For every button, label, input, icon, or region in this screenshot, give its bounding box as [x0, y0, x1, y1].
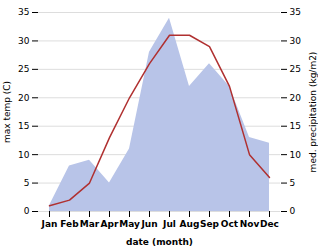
svg-text:35: 35: [290, 7, 301, 17]
svg-text:30: 30: [18, 36, 30, 46]
svg-text:35: 35: [18, 7, 29, 17]
svg-text:Apr: Apr: [101, 219, 119, 229]
svg-text:30: 30: [290, 36, 302, 46]
svg-text:May: May: [119, 219, 140, 229]
svg-text:20: 20: [18, 93, 30, 103]
svg-text:Sep: Sep: [200, 219, 220, 229]
svg-text:25: 25: [290, 64, 301, 74]
svg-text:med. precipitation (kg/m2): med. precipitation (kg/m2): [308, 52, 318, 173]
svg-text:Feb: Feb: [60, 219, 79, 229]
svg-text:0: 0: [290, 206, 296, 216]
svg-text:25: 25: [18, 64, 29, 74]
svg-text:date (month): date (month): [126, 237, 193, 247]
svg-text:5: 5: [290, 178, 296, 188]
svg-text:Aug: Aug: [180, 219, 200, 229]
svg-text:5: 5: [24, 178, 30, 188]
svg-text:Mar: Mar: [80, 219, 100, 229]
svg-text:20: 20: [290, 93, 302, 103]
svg-text:15: 15: [18, 121, 29, 131]
svg-text:10: 10: [18, 150, 30, 160]
svg-text:10: 10: [290, 150, 302, 160]
svg-text:max temp (C): max temp (C): [2, 81, 12, 143]
svg-text:Nov: Nov: [240, 219, 260, 229]
svg-text:Oct: Oct: [221, 219, 239, 229]
svg-text:Dec: Dec: [260, 219, 279, 229]
svg-text:15: 15: [290, 121, 301, 131]
svg-text:Jun: Jun: [140, 219, 157, 229]
svg-text:Jan: Jan: [41, 219, 58, 229]
svg-text:Jul: Jul: [162, 219, 176, 229]
svg-text:0: 0: [24, 206, 30, 216]
